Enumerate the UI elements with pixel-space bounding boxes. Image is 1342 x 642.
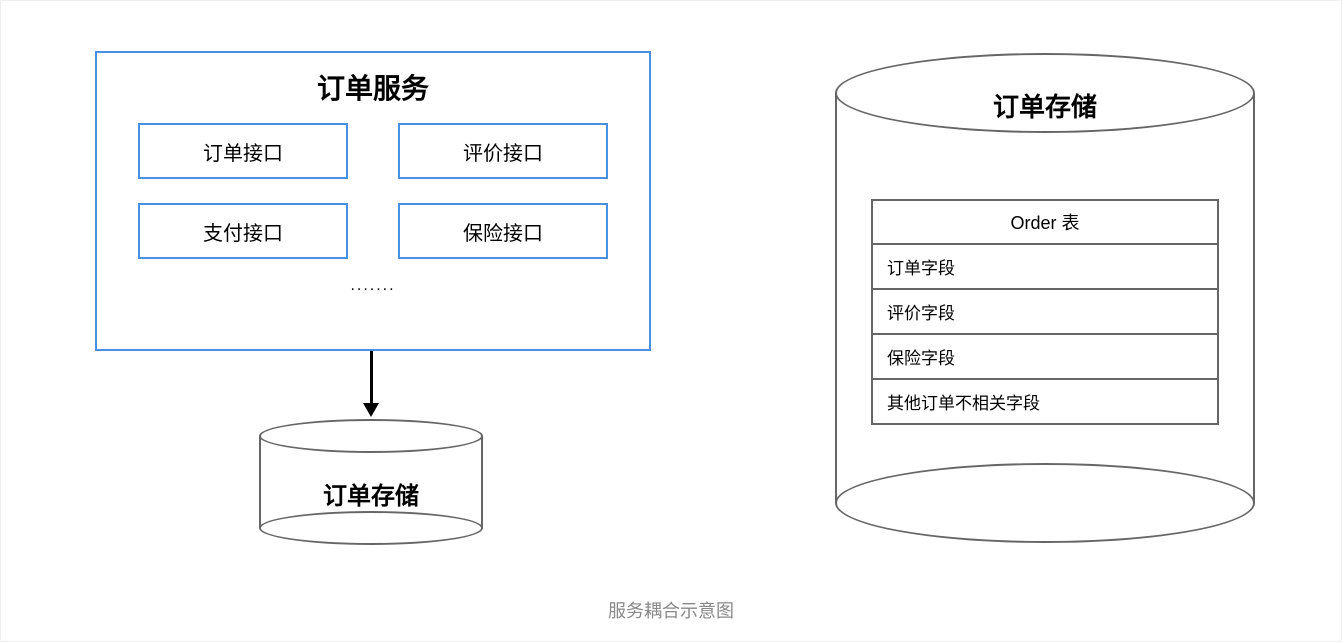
small-cylinder-label: 订单存储 [259, 476, 483, 511]
small-cylinder: 订单存储 [259, 419, 483, 545]
diagram-caption: 服务耦合示意图 [1, 597, 1341, 623]
order-table-row: 保险字段 [873, 335, 1217, 380]
small-cylinder-top [259, 419, 483, 453]
order-table-row: 其他订单不相关字段 [873, 380, 1217, 423]
api-grid: 订单接口评价接口支付接口保险接口 [108, 123, 638, 259]
api-box: 评价接口 [398, 123, 608, 179]
order-table: Order 表 订单字段评价字段保险字段其他订单不相关字段 [871, 199, 1219, 425]
arrow-line [370, 351, 373, 405]
diagram-canvas: 订单服务 订单接口评价接口支付接口保险接口 ....... 订单存储 订单存储 … [0, 0, 1342, 642]
ellipsis: ....... [350, 277, 395, 295]
api-box: 订单接口 [138, 123, 348, 179]
api-box: 保险接口 [398, 203, 608, 259]
order-table-header: Order 表 [873, 201, 1217, 245]
big-cylinder: 订单存储 Order 表 订单字段评价字段保险字段其他订单不相关字段 [835, 53, 1255, 543]
order-table-row: 评价字段 [873, 290, 1217, 335]
small-cylinder-bottom [259, 511, 483, 545]
order-table-row: 订单字段 [873, 245, 1217, 290]
arrow-head-icon [363, 403, 379, 417]
big-cylinder-bottom [835, 463, 1255, 543]
service-box-title: 订单服务 [317, 67, 429, 107]
big-cylinder-title: 订单存储 [835, 87, 1255, 124]
api-box: 支付接口 [138, 203, 348, 259]
service-box: 订单服务 订单接口评价接口支付接口保险接口 ....... [95, 51, 651, 351]
